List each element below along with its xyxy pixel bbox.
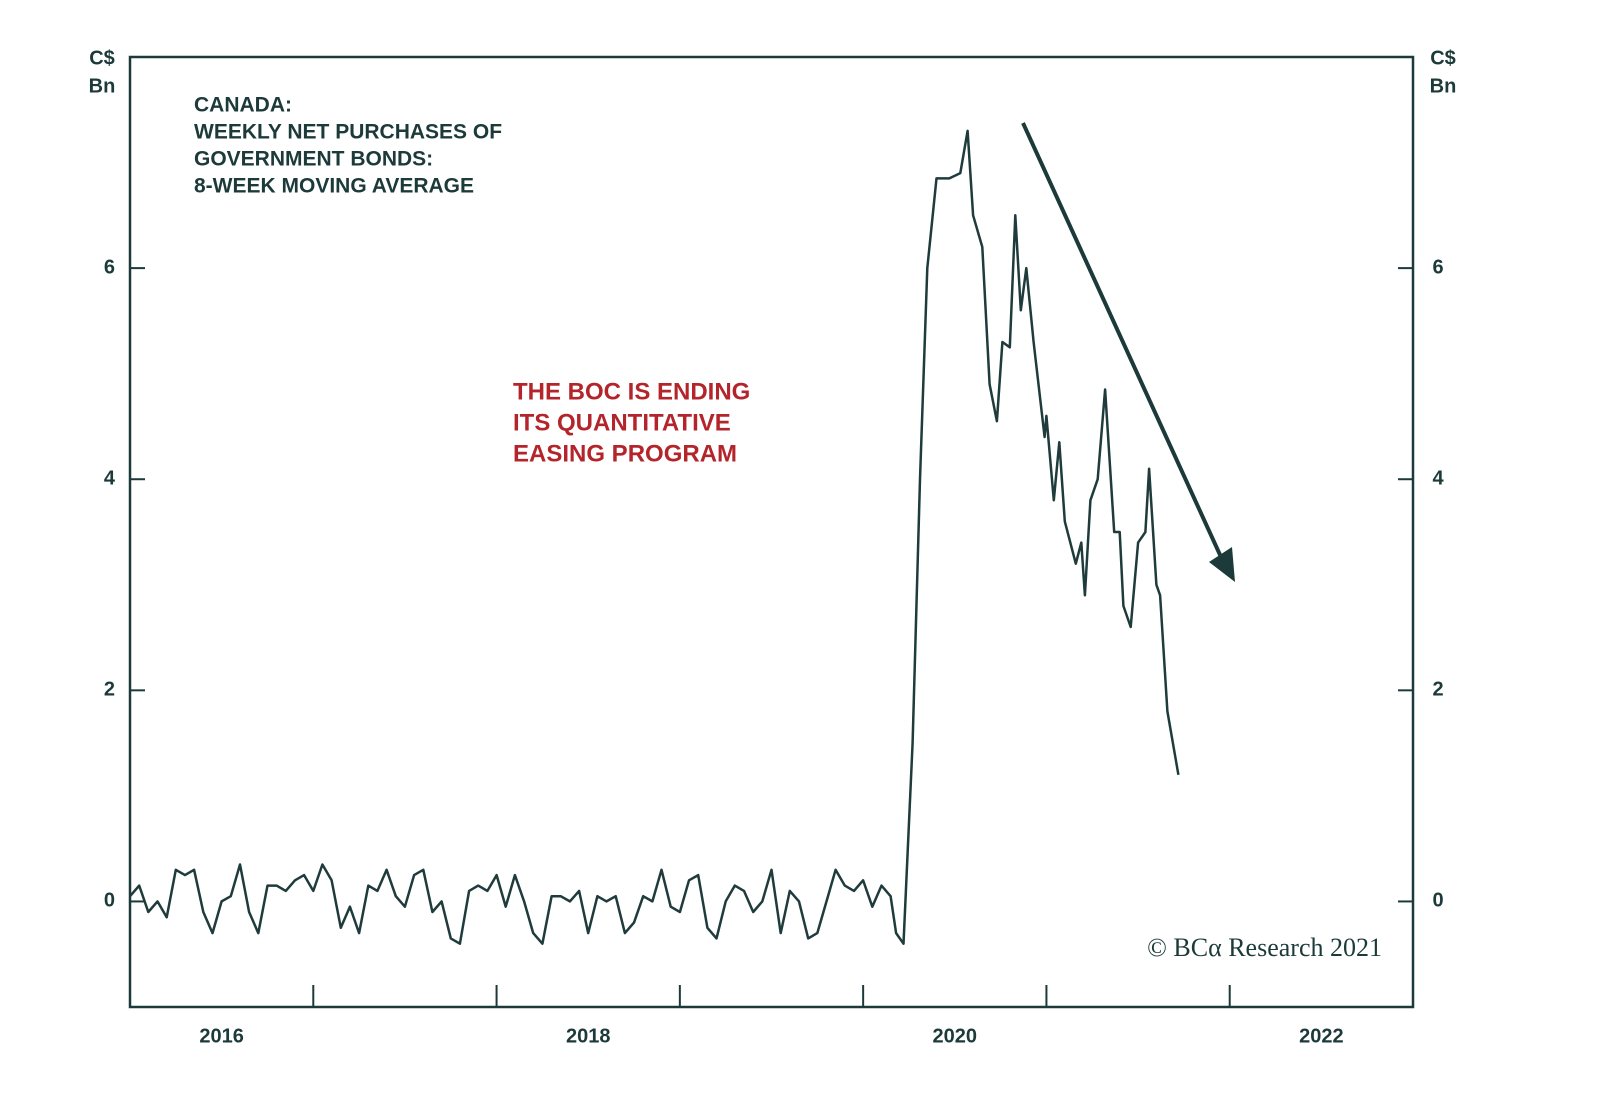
- x-tick-label: 2022: [1299, 1025, 1344, 1047]
- chart-title: CANADA:: [194, 94, 292, 117]
- trend-arrow: [1021, 122, 1235, 582]
- annotation: THE BOC IS ENDING: [513, 378, 750, 405]
- data-line: [129, 129, 1180, 945]
- annotation: EASING PROGRAM: [513, 440, 737, 467]
- y2-tick-label: 2: [1432, 679, 1443, 701]
- y-tick-label: 6: [104, 256, 115, 278]
- x-tick-label: 2020: [933, 1025, 978, 1047]
- y-axis-label: C$: [89, 47, 115, 69]
- chart-title: 8-WEEK MOVING AVERAGE: [194, 175, 474, 198]
- x-tick-label: 2018: [566, 1025, 611, 1047]
- y2-axis-label: C$: [1430, 47, 1456, 69]
- x-tick-label: 2016: [199, 1025, 244, 1047]
- y-tick-label: 0: [104, 890, 115, 912]
- y2-tick-label: 6: [1432, 256, 1443, 278]
- y-tick-label: 2: [104, 679, 115, 701]
- y2-tick-label: 4: [1432, 468, 1444, 490]
- y-axis-label: Bn: [89, 75, 116, 97]
- credit: © BCα Research 2021: [1147, 933, 1382, 962]
- chart-title: WEEKLY NET PURCHASES OF: [194, 121, 502, 144]
- y-tick-label: 4: [104, 468, 116, 490]
- y2-tick-label: 0: [1432, 890, 1443, 912]
- plot-frame: [128, 55, 1415, 1009]
- chart-title: GOVERNMENT BONDS:: [194, 148, 433, 171]
- y2-axis-label: Bn: [1430, 75, 1457, 97]
- annotation: ITS QUANTITATIVE: [513, 409, 731, 436]
